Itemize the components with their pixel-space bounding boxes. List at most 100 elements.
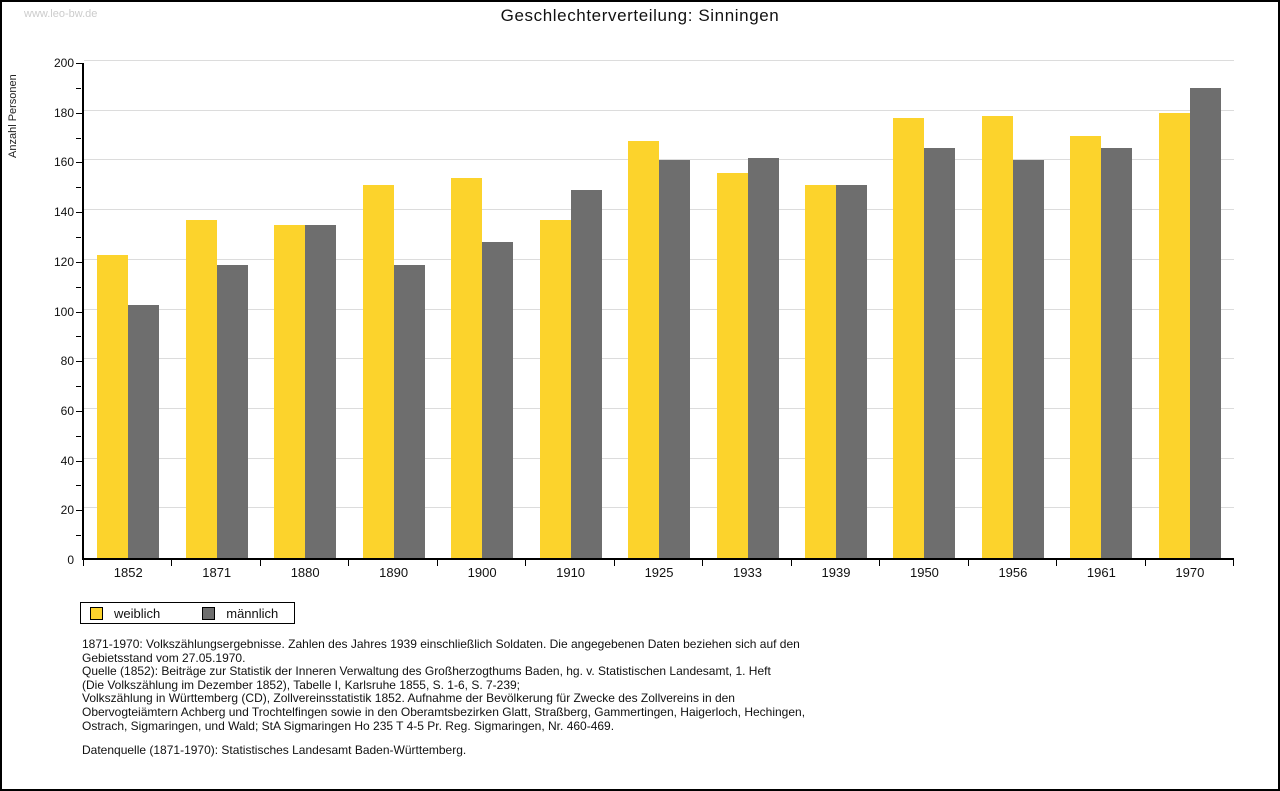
y-axis-tick (76, 311, 82, 313)
bar-weiblich-1890 (362, 185, 394, 558)
bar-weiblich-1852 (97, 254, 129, 558)
bar-group-1880: 1880 (261, 63, 349, 580)
x-axis-tick (171, 560, 173, 566)
y-axis-tick (76, 63, 82, 64)
x-tick-label-1871: 1871 (202, 565, 232, 580)
bar-männlich-1871 (216, 264, 248, 558)
x-axis-tick (259, 560, 261, 566)
x-tick-label-1950: 1950 (909, 565, 939, 580)
y-axis-label: Anzahl Personen (7, 74, 19, 158)
legend-label-weiblich: weiblich (114, 605, 161, 621)
y-tick-label-140: 140 (53, 205, 74, 220)
y-axis-tick (76, 460, 82, 462)
footnote-line-3: Quelle (1852): Beiträge zur Statistik de… (82, 664, 771, 679)
x-axis-tick (436, 560, 438, 566)
y-axis-tick (76, 336, 81, 338)
bar-männlich-1939 (835, 185, 867, 558)
gridline-200 (84, 60, 1234, 61)
legend-swatch-weiblich (90, 606, 103, 620)
y-axis-tick (76, 236, 81, 238)
y-tick-label-200: 200 (53, 56, 74, 70)
footnote-line-2: Gebietsstand vom 27.05.1970. (82, 650, 246, 665)
x-tick-label-1961: 1961 (1086, 565, 1116, 580)
y-axis-tick (76, 187, 81, 189)
x-axis-tick (1056, 560, 1058, 566)
y-axis-tick (76, 286, 81, 288)
bar-männlich-1950 (924, 148, 956, 558)
footnote-line-4: (Die Volkszählung im Dezember 1852), Tab… (82, 677, 521, 692)
bar-weiblich-1900 (451, 177, 483, 558)
legend-item-weiblich: weiblich (90, 606, 160, 621)
y-tick-label-80: 80 (60, 354, 74, 369)
x-axis-tick (967, 560, 969, 566)
y-axis-tick (76, 162, 82, 164)
bar-weiblich-1925 (628, 140, 660, 558)
bar-weiblich-1880 (274, 225, 306, 558)
bar-weiblich-1950 (893, 118, 925, 558)
x-tick-label-1970: 1970 (1175, 565, 1205, 580)
x-tick-label-1880: 1880 (290, 565, 320, 580)
y-axis-tick (76, 510, 82, 512)
bar-groups: 1852 1871 1880 1890 1900 1910 1925 1933 1939 1950… (84, 63, 1234, 580)
bar-group-1890: 1890 (349, 63, 437, 580)
bar-group-1970: 1970 (1146, 63, 1234, 580)
bar-weiblich-1939 (804, 185, 836, 558)
footnote-line-5: Volkszählung in Württemberg (CD), Zollve… (82, 691, 735, 706)
bar-weiblich-1970 (1158, 113, 1190, 558)
bar-weiblich-1933 (716, 172, 748, 558)
gridline-180 (84, 109, 1234, 111)
watermark: www.leo-bw.de (24, 8, 98, 20)
y-axis-tick (76, 485, 81, 487)
x-axis-tick (348, 560, 350, 566)
bar-weiblich-1910 (539, 220, 571, 558)
y-axis-tick (76, 386, 81, 388)
legend-label-männlich: männlich (226, 605, 279, 621)
bar-männlich-1961 (1101, 148, 1133, 558)
y-tick-label-160: 160 (53, 155, 74, 170)
bar-group-1925: 1925 (615, 63, 703, 580)
footnote-line-1: 1871-1970: Volkszählungsergebnisse. Zahl… (82, 637, 800, 651)
x-tick-label-1925: 1925 (644, 565, 674, 580)
x-tick-label-1933: 1933 (733, 565, 762, 580)
y-tick-label-60: 60 (60, 403, 74, 418)
y-axis-tick (76, 361, 82, 363)
x-axis-tick (613, 560, 615, 566)
x-tick-label-1956: 1956 (998, 565, 1028, 580)
x-axis-tick (1144, 560, 1146, 566)
y-axis-tick (76, 410, 82, 412)
x-tick-label-1852: 1852 (113, 565, 143, 580)
y-axis-tick (76, 112, 82, 114)
datasource-note: Datenquelle (1871-1970): Statistisches L… (82, 743, 467, 757)
bar-männlich-1933 (747, 157, 779, 558)
bar-group-1910: 1910 (526, 63, 614, 580)
bar-group-1939: 1939 (792, 63, 880, 580)
footnotes: 1871-1970: Volkszählungsergebnisse. Zahl… (82, 637, 805, 733)
bar-group-1961: 1961 (1057, 63, 1145, 580)
y-tick-label-180: 180 (53, 105, 74, 120)
legend-item-männlich: männlich (202, 606, 278, 621)
bar-männlich-1890 (393, 264, 425, 558)
y-tick-label-40: 40 (60, 453, 74, 468)
x-axis-tick (879, 560, 881, 566)
bar-group-1852: 1852 (84, 63, 172, 580)
bar-männlich-1970 (1189, 88, 1221, 558)
bar-männlich-1925 (659, 160, 691, 558)
x-axis-tick (83, 560, 84, 566)
y-tick-label-0: 0 (67, 553, 74, 567)
y-tick-label-20: 20 (60, 503, 74, 518)
y-axis-tick (76, 212, 82, 214)
bar-männlich-1852 (128, 304, 160, 558)
y-axis-tick (76, 535, 81, 537)
bar-männlich-1956 (1012, 160, 1044, 558)
chart-title: Geschlechterverteilung: Sinningen (500, 6, 780, 25)
x-tick-label-1939: 1939 (821, 565, 851, 580)
bar-weiblich-1961 (1070, 135, 1102, 558)
bar-group-1956: 1956 (969, 63, 1057, 580)
x-axis-tick (702, 560, 704, 566)
y-tick-label-120: 120 (53, 254, 74, 269)
x-axis-tick (790, 560, 792, 566)
bar-group-1933: 1933 (703, 63, 791, 580)
bar-group-1950: 1950 (880, 63, 968, 580)
y-axis-tick (76, 87, 81, 89)
